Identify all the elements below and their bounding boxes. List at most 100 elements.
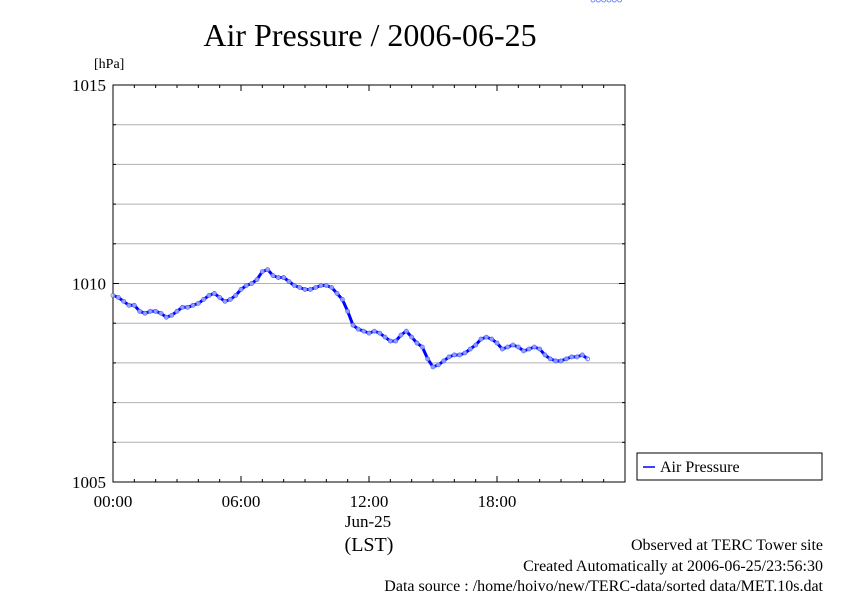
data-point	[558, 358, 564, 364]
series-line	[112, 268, 589, 369]
footer-source: Data source : /home/hoivo/new/TERC-data/…	[384, 578, 823, 595]
chart-title: Air Pressure / 2006-06-25	[203, 17, 536, 53]
data-point	[169, 312, 175, 318]
data-point	[377, 330, 383, 336]
data-point	[259, 269, 265, 274]
legend: Air Pressure	[636, 452, 823, 481]
data-point	[505, 344, 511, 350]
grid	[113, 124, 625, 443]
data-point	[243, 283, 249, 288]
data-point	[126, 302, 132, 308]
data-point	[329, 285, 335, 290]
data-point	[350, 322, 356, 328]
y-axis-label: [hPa]	[94, 57, 124, 72]
data-point	[441, 358, 447, 364]
data-point	[158, 310, 164, 316]
y-tick-label: 1010	[72, 275, 106, 294]
data-point	[569, 354, 575, 360]
data-point	[590, 0, 596, 3]
data-point	[457, 352, 463, 358]
data-point	[249, 281, 255, 286]
data-point	[339, 296, 345, 302]
data-point	[553, 358, 559, 364]
data-point	[281, 275, 287, 280]
data-point	[222, 298, 228, 304]
data-point	[446, 354, 452, 360]
data-point	[302, 287, 308, 292]
data-point	[206, 293, 212, 298]
data-point	[185, 304, 191, 310]
data-point	[579, 352, 585, 358]
data-point	[467, 346, 473, 352]
data-point	[307, 287, 313, 292]
data-point	[323, 283, 329, 288]
data-point	[265, 267, 271, 273]
data-point	[414, 340, 420, 346]
data-point	[334, 291, 340, 296]
data-point	[526, 346, 532, 352]
data-point	[233, 293, 239, 298]
y-tick-labels: 1005 1010 1015	[72, 76, 106, 492]
legend-label: Air Pressure	[660, 459, 740, 476]
data-point	[179, 304, 185, 310]
data-point	[537, 346, 543, 352]
footer-created: Created Automatically at 2006-06-25/23:5…	[523, 558, 823, 575]
data-point	[211, 291, 217, 296]
data-point	[195, 300, 201, 306]
data-point	[494, 340, 500, 346]
data-point	[601, 0, 607, 3]
data-point	[531, 344, 537, 350]
data-point	[270, 273, 276, 278]
data-point	[430, 364, 436, 370]
x-tick-labels: 00:00 06:00 12:00 18:00	[94, 492, 517, 511]
data-point	[473, 342, 479, 348]
data-point	[313, 285, 319, 290]
data-point	[174, 308, 180, 314]
x-tick-label: 18:00	[478, 492, 517, 511]
x-tick-label: 00:00	[94, 492, 133, 511]
data-point	[153, 308, 159, 314]
data-point	[499, 346, 505, 352]
data-point	[403, 328, 409, 334]
data-point	[563, 356, 569, 362]
data-point	[131, 302, 137, 308]
data-point	[361, 328, 367, 334]
plot-frame	[112, 84, 626, 483]
data-point	[595, 0, 601, 3]
data-point	[238, 287, 244, 292]
data-point	[190, 302, 196, 308]
data-point	[435, 362, 441, 368]
data-point	[510, 342, 516, 348]
data-point	[489, 336, 495, 342]
data-point	[345, 308, 351, 314]
data-point	[121, 298, 127, 304]
data-point	[462, 350, 468, 356]
data-point	[574, 354, 580, 360]
y-tick-label: 1015	[72, 76, 106, 95]
data-point	[147, 308, 153, 314]
data-point	[425, 356, 431, 362]
data-point	[611, 0, 617, 3]
data-point	[254, 277, 260, 282]
data-point	[115, 294, 121, 300]
data-point	[547, 356, 553, 362]
data-point	[110, 293, 116, 298]
data-point	[617, 0, 623, 3]
data-point	[521, 348, 527, 354]
data-point	[542, 352, 548, 358]
data-point	[291, 283, 297, 288]
data-point	[355, 326, 361, 332]
data-point	[217, 294, 223, 300]
data-point	[201, 296, 207, 302]
data-point	[606, 0, 612, 3]
data-point	[227, 296, 233, 302]
data-point	[409, 334, 415, 340]
data-point	[483, 334, 489, 340]
data-point	[585, 356, 591, 362]
data-point	[371, 328, 377, 334]
data-point	[163, 314, 169, 320]
data-point	[393, 338, 399, 344]
data-point	[366, 330, 372, 336]
legend-box	[636, 452, 823, 481]
